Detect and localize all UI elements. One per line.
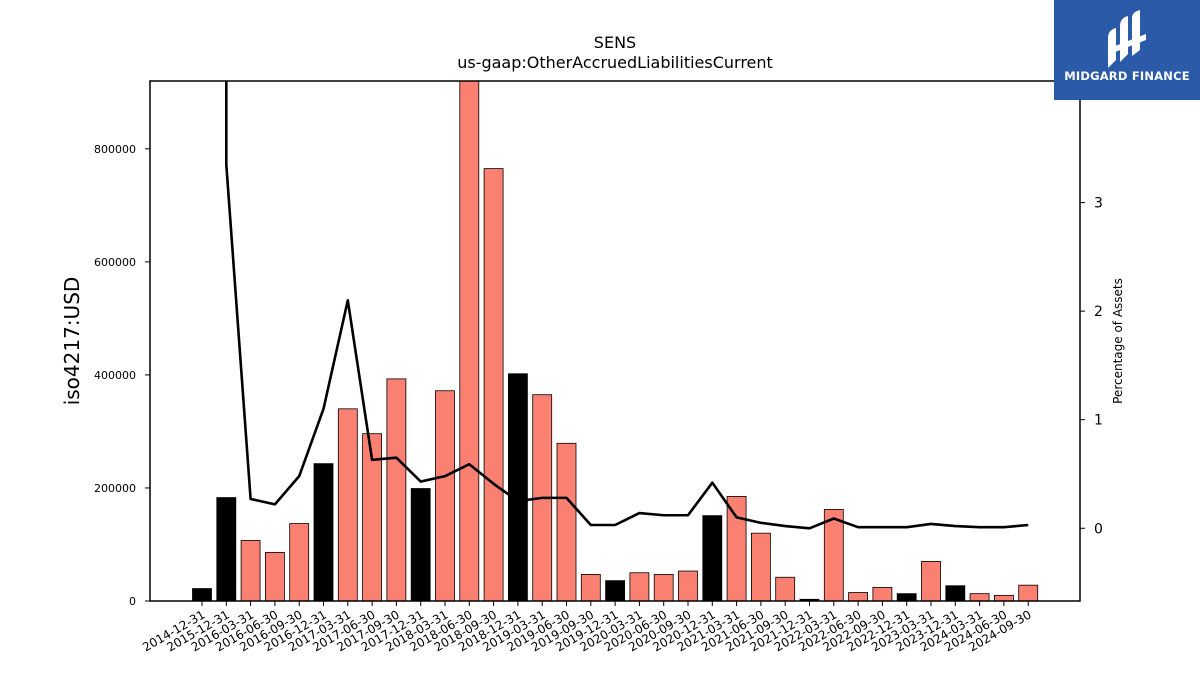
bar-2020-06-30 — [653, 574, 674, 602]
bar-2019-06-30 — [556, 442, 577, 602]
y-tick-label: 0 — [129, 595, 136, 608]
bar-2017-12-31 — [410, 488, 431, 602]
y-tick-label: 800000 — [94, 143, 136, 156]
bar-2017-03-31 — [337, 408, 358, 602]
bar-2019-09-30 — [580, 574, 601, 602]
bar-2021-09-30 — [775, 576, 796, 602]
y2-tick-label: 0 — [1094, 521, 1103, 537]
bar-2022-03-31 — [823, 509, 844, 602]
y-tick-label: 400000 — [94, 369, 136, 382]
chart-title: SENS — [594, 33, 636, 52]
bar-2016-09-30 — [289, 523, 310, 602]
bar-2020-12-31 — [702, 515, 723, 602]
y2-tick-label: 2 — [1094, 304, 1103, 320]
bar-2024-06-30 — [994, 594, 1014, 602]
bar-2021-06-30 — [751, 532, 771, 602]
bar-2016-03-31 — [240, 540, 261, 602]
bar-2023-03-31 — [921, 561, 941, 602]
bar-2014-12-31 — [192, 588, 212, 602]
y-tick-label: 600000 — [94, 256, 136, 269]
y-tick-label: 200000 — [94, 482, 136, 495]
bar-2022-12-31 — [896, 593, 917, 602]
bar-2016-12-31 — [313, 463, 334, 602]
y2-tick-label: 3 — [1094, 196, 1103, 212]
bar-2018-09-30 — [483, 168, 504, 602]
y-axis-label: iso4217:USD — [60, 277, 84, 406]
bar-2022-06-30 — [848, 592, 868, 602]
pct-assets-line — [225, 81, 1029, 530]
bar-2015-12-31 — [216, 497, 237, 602]
bar-2020-03-31 — [629, 572, 650, 602]
bar-2021-03-31 — [726, 496, 747, 602]
bar-2020-09-30 — [678, 570, 698, 602]
plot-frame — [149, 80, 1081, 602]
bar-2018-03-31 — [435, 390, 455, 602]
bar-2018-12-31 — [507, 373, 528, 602]
bar-2024-03-31 — [969, 593, 990, 602]
bar-2018-06-30 — [459, 80, 480, 602]
line-layer — [225, 81, 1029, 530]
chart-subtitle: us-gaap:OtherAccruedLiabilitiesCurrent — [457, 53, 773, 72]
bar-2023-12-31 — [945, 585, 966, 602]
bar-2016-06-30 — [264, 551, 285, 602]
bar-2022-09-30 — [872, 587, 893, 602]
bar-2019-12-31 — [605, 580, 625, 602]
logo-brand-text: MIDGARD FINANCE — [1064, 69, 1190, 83]
bar-2017-09-30 — [386, 378, 407, 602]
y2-tick-label: 1 — [1094, 413, 1103, 429]
bars-layer — [192, 80, 1039, 602]
bar-2024-09-30 — [1018, 584, 1039, 602]
y2-axis-label: Percentage of Assets — [1111, 278, 1125, 404]
midgard-logo-icon — [1108, 10, 1146, 68]
midgard-logo: MIDGARD FINANCE — [1054, 0, 1200, 100]
axes-layer: 020000040000060000080000001232014-12-312… — [94, 80, 1103, 654]
